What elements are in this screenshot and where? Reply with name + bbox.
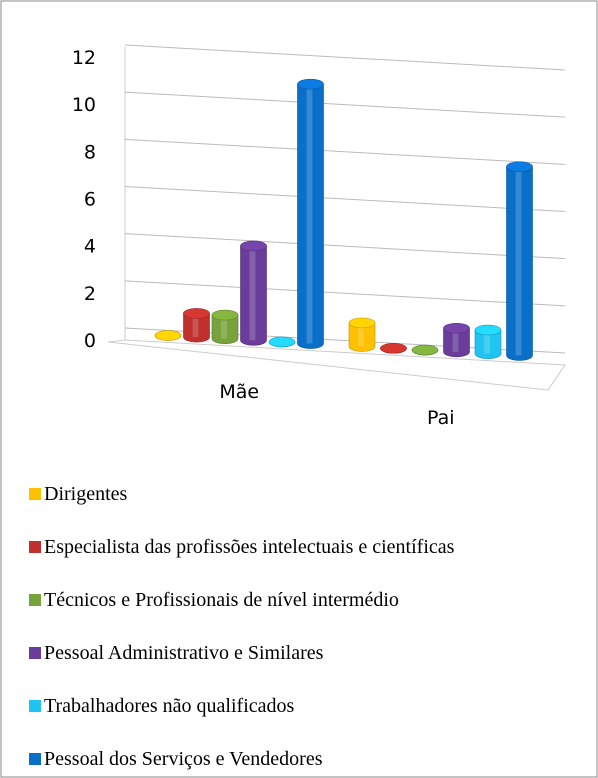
y-tick-label: 6 (84, 189, 96, 211)
bar-body (183, 313, 210, 343)
legend-label: Pessoal dos Serviços e Vendedores (44, 748, 323, 770)
bar-top (240, 240, 267, 252)
grid-line (124, 91, 566, 118)
grid-line (124, 280, 566, 307)
legend-label: Dirigentes (44, 483, 128, 505)
bar (154, 330, 182, 341)
bar-highlight (452, 328, 459, 352)
legend-swatch (29, 488, 41, 500)
bar-top (380, 342, 407, 354)
y-tick-label: 8 (84, 141, 96, 163)
y-tick-label: 0 (84, 330, 96, 352)
bar (240, 240, 267, 346)
bar (506, 161, 533, 361)
bar (443, 322, 470, 358)
grid-line (124, 186, 566, 212)
bar-highlight (249, 245, 256, 341)
grid-line (124, 44, 566, 71)
bar-highlight (515, 166, 522, 356)
y-tick-label: 2 (84, 283, 96, 305)
bar (297, 78, 324, 349)
bar-highlight (192, 313, 199, 338)
bar-top (297, 78, 324, 90)
bar-highlight (221, 315, 227, 339)
bar (268, 336, 296, 348)
bar-body (240, 245, 267, 346)
bar-highlight (358, 322, 364, 347)
bar-top (506, 161, 533, 173)
bar-body (443, 327, 470, 358)
legend-swatch (29, 594, 41, 606)
bar-body (348, 322, 376, 352)
legend-swatch (29, 753, 41, 765)
bar-top (183, 308, 210, 319)
y-tick-label: 4 (84, 236, 96, 258)
bar-body (506, 166, 533, 361)
bar-top (474, 324, 502, 336)
bar (411, 344, 439, 356)
bar (183, 308, 210, 343)
bar-body (474, 329, 502, 359)
bar-body (211, 314, 239, 344)
floor (107, 339, 566, 391)
bar-top (443, 322, 470, 334)
bar-highlight (484, 330, 490, 354)
bar-top (268, 336, 296, 348)
bar-top (154, 330, 182, 341)
y-tick-label: 10 (72, 94, 96, 116)
y-tick-label: 12 (72, 47, 96, 69)
bar (348, 317, 376, 352)
grid-line (124, 138, 566, 165)
bar (380, 342, 407, 354)
bar-top (348, 317, 376, 329)
x-tick-label: Mãe (219, 381, 259, 403)
bar-body (297, 83, 324, 349)
legend-swatch (29, 541, 41, 553)
legend-label: Trabalhadores não qualificados (44, 695, 295, 717)
bar-top (411, 344, 439, 356)
bar (211, 309, 239, 344)
legend-swatch (29, 647, 41, 659)
bar-top (211, 309, 239, 321)
legend-label: Especialista das profissões intelectuais… (44, 536, 455, 558)
bar (474, 324, 502, 359)
x-tick-label: Pai (427, 407, 455, 429)
legend-label: Pessoal Administrativo e Similares (44, 642, 324, 664)
legend-swatch (29, 700, 41, 712)
legend-label: Técnicos e Profissionais de nível interm… (44, 589, 399, 611)
grid-line (124, 233, 566, 260)
bar-highlight (306, 84, 313, 344)
